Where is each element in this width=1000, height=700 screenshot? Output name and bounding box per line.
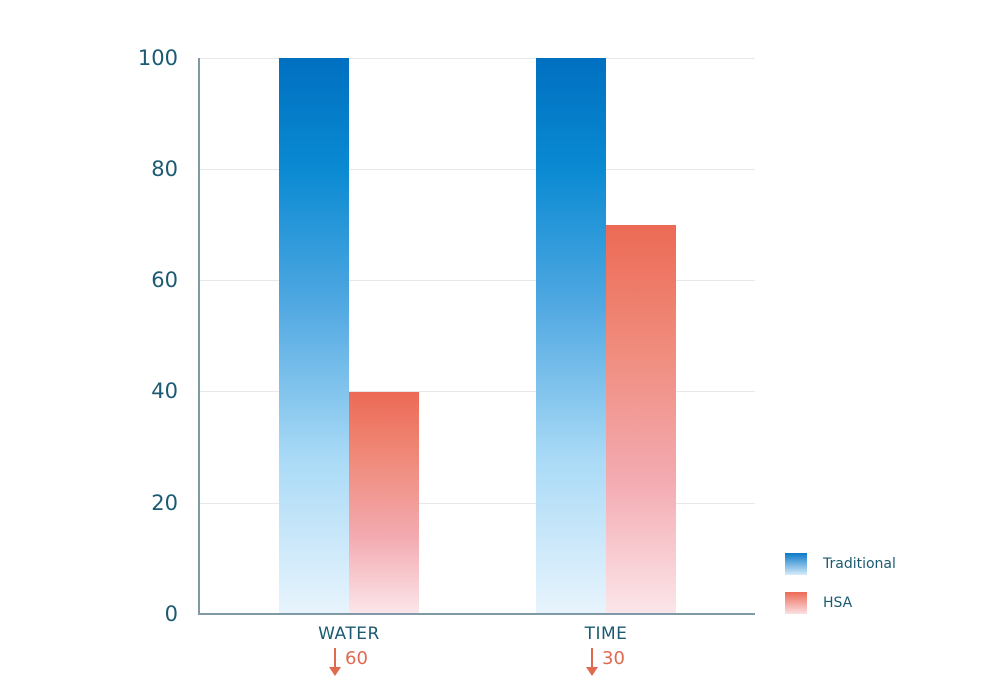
down-arrow-icon	[586, 648, 598, 678]
gridline-60	[198, 280, 755, 281]
plot-area: 100 80 60 40 20 0	[138, 46, 755, 626]
gridline-20	[198, 503, 755, 504]
gridline-100	[198, 58, 755, 59]
delta-time: 30	[586, 648, 625, 678]
bar-water-traditional	[279, 58, 349, 614]
legend-item-hsa: HSA	[785, 592, 852, 614]
x-label-water: WATER	[318, 624, 380, 644]
bar-time-hsa	[606, 225, 676, 614]
bar-water-hsa	[349, 392, 419, 614]
y-tick-60: 60	[151, 268, 178, 292]
y-axis-line	[198, 58, 200, 614]
legend-swatch-hsa	[785, 592, 807, 614]
delta-water-value: 60	[345, 648, 368, 669]
legend-label-traditional: Traditional	[823, 556, 896, 572]
y-tick-20: 20	[151, 491, 178, 515]
y-tick-100: 100	[137, 46, 178, 70]
y-tick-40: 40	[151, 379, 178, 403]
gridline-40	[198, 391, 755, 392]
delta-water: 60	[329, 648, 368, 678]
x-axis-line	[198, 613, 755, 615]
gridline-80	[198, 169, 755, 170]
bar-time-traditional	[536, 58, 606, 614]
legend-label-hsa: HSA	[823, 595, 853, 611]
down-arrow-icon	[329, 648, 341, 678]
y-tick-0: 0	[164, 602, 178, 626]
legend-swatch-traditional	[785, 553, 807, 575]
delta-time-value: 30	[602, 648, 625, 669]
legend-item-traditional: Traditional	[785, 553, 896, 575]
y-tick-80: 80	[151, 157, 178, 181]
x-label-time: TIME	[584, 624, 628, 644]
